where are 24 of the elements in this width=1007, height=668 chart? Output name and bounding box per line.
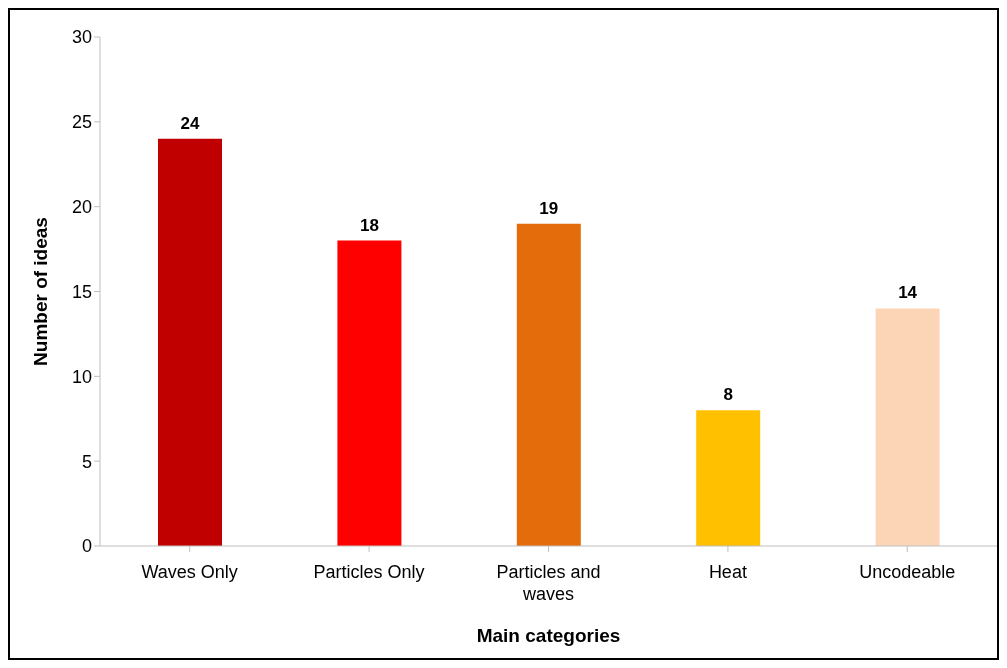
x-axis-title: Main categories [476,625,621,646]
x-tick-label: Waves Only [141,562,238,583]
data-label: 8 [723,385,733,405]
data-label: 19 [539,198,559,218]
x-tick-label: Heat [708,562,747,583]
data-label: 18 [359,215,379,235]
y-tick-label: 10 [71,366,92,387]
x-tick-label: Uncodeable [859,562,956,583]
bar [337,240,402,546]
y-tick-label: 30 [71,27,92,48]
y-tick-label: 20 [71,197,92,218]
bar [516,223,581,546]
x-tick-label: Particles and waves [496,562,601,604]
y-tick-label: 25 [71,112,92,133]
x-tick-label: Particles Only [313,562,425,583]
data-label: 14 [898,283,918,303]
y-tick-label: 15 [71,281,92,302]
bar [158,138,222,546]
bar [696,410,761,546]
y-axis-title: Number of ideas [29,217,51,366]
y-tick-label: 0 [81,536,92,557]
bar [875,308,940,546]
y-tick-label: 5 [81,451,92,472]
data-label: 24 [180,113,200,133]
